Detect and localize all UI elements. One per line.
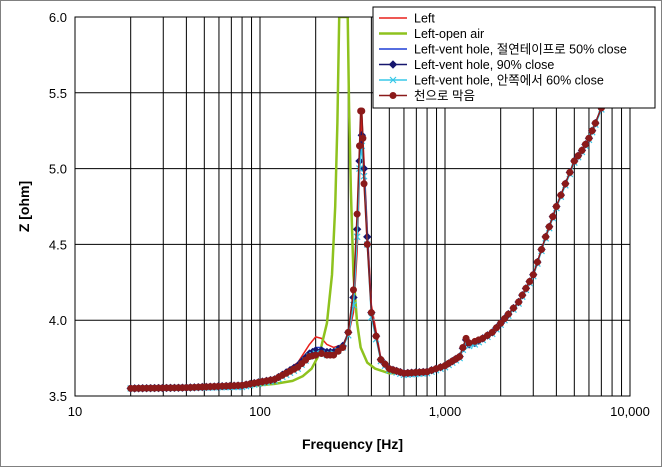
y-tick-label: 3.5	[49, 389, 67, 404]
data-point	[358, 107, 366, 115]
data-point	[588, 127, 596, 135]
data-point	[465, 339, 473, 347]
data-point	[542, 233, 550, 241]
data-point	[367, 309, 375, 317]
x-tick-label: 10	[68, 404, 82, 419]
legend-marker	[388, 60, 398, 69]
legend-item: Left-vent hole, 90% close	[379, 58, 554, 72]
data-point	[545, 223, 553, 231]
data-point	[574, 152, 582, 160]
data-point	[330, 351, 338, 359]
data-point	[339, 343, 347, 351]
data-point	[591, 119, 599, 127]
data-point	[518, 291, 526, 299]
data-point	[529, 271, 537, 279]
series-line	[130, 17, 446, 390]
x-tick-label: 10,000	[610, 404, 650, 419]
legend-item: Left-vent hole, 절연테이프로 50% close	[379, 43, 627, 57]
data-point	[334, 347, 342, 355]
series-6	[127, 74, 616, 392]
data-point	[522, 284, 530, 292]
data-point	[549, 213, 557, 221]
legend-box	[372, 6, 656, 109]
legend-marker	[389, 76, 397, 84]
y-tick-label: 5.0	[49, 162, 67, 177]
data-point	[578, 146, 586, 154]
data-point	[488, 328, 496, 336]
tick-labels: 10 100 1,000 10,000 3.5 4.0 4.5 5.0 5.5 6.0	[49, 10, 650, 419]
data-point	[492, 324, 500, 332]
data-point	[349, 286, 357, 294]
plot-area-border	[74, 16, 631, 397]
legend-item: 천으로 막음	[379, 88, 475, 103]
data-point	[581, 140, 589, 148]
legend-label: 천으로 막음	[414, 88, 475, 103]
series-group	[126, 17, 617, 393]
data-point	[538, 245, 546, 253]
y-axis-label: Z [ohm]	[16, 181, 32, 232]
data-point	[526, 278, 534, 286]
data-point	[456, 353, 464, 361]
x-tick-label: 1,000	[429, 404, 462, 419]
legend-label: Left	[414, 12, 435, 26]
data-point	[515, 298, 523, 306]
data-point	[359, 134, 367, 142]
legend-label: Left-vent hole, 절연테이프로 50% close	[414, 43, 627, 57]
legend-label: Left-vent hole, 90% close	[414, 58, 554, 72]
data-point	[353, 233, 361, 241]
data-point	[381, 360, 389, 368]
data-point	[509, 304, 517, 312]
data-point	[363, 240, 371, 248]
grid	[75, 17, 630, 396]
data-point	[557, 191, 565, 199]
data-point	[561, 180, 569, 188]
data-point	[459, 343, 467, 351]
data-point	[312, 351, 320, 359]
data-point	[377, 356, 385, 364]
data-point	[353, 210, 361, 218]
legend-marker	[389, 92, 397, 99]
data-point	[356, 165, 363, 173]
series-2	[130, 17, 446, 390]
data-point	[552, 203, 560, 210]
data-point	[566, 168, 574, 176]
data-point	[372, 332, 380, 340]
legend-item: Left	[379, 12, 435, 26]
legend-item: Left-vent hole, 안쪽에서 60% close	[379, 74, 604, 88]
data-point	[533, 258, 541, 266]
data-point	[585, 134, 593, 142]
data-point	[570, 157, 578, 165]
y-tick-label: 4.0	[49, 313, 67, 328]
y-tick-label: 5.5	[49, 86, 67, 101]
data-point	[501, 315, 509, 323]
data-point	[355, 142, 363, 150]
legend-label: Left-vent hole, 안쪽에서 60% close	[414, 74, 604, 88]
x-tick-label: 100	[249, 404, 271, 419]
data-point	[504, 310, 512, 318]
legend-item: Left-open air	[379, 27, 484, 41]
data-point	[497, 319, 505, 327]
x-axis-label: Frequency [Hz]	[302, 436, 403, 452]
y-tick-label: 6.0	[49, 10, 67, 25]
data-point	[360, 180, 368, 188]
data-point	[344, 328, 352, 336]
y-tick-label: 4.5	[49, 237, 67, 252]
legend-label: Left-open air	[414, 27, 484, 41]
